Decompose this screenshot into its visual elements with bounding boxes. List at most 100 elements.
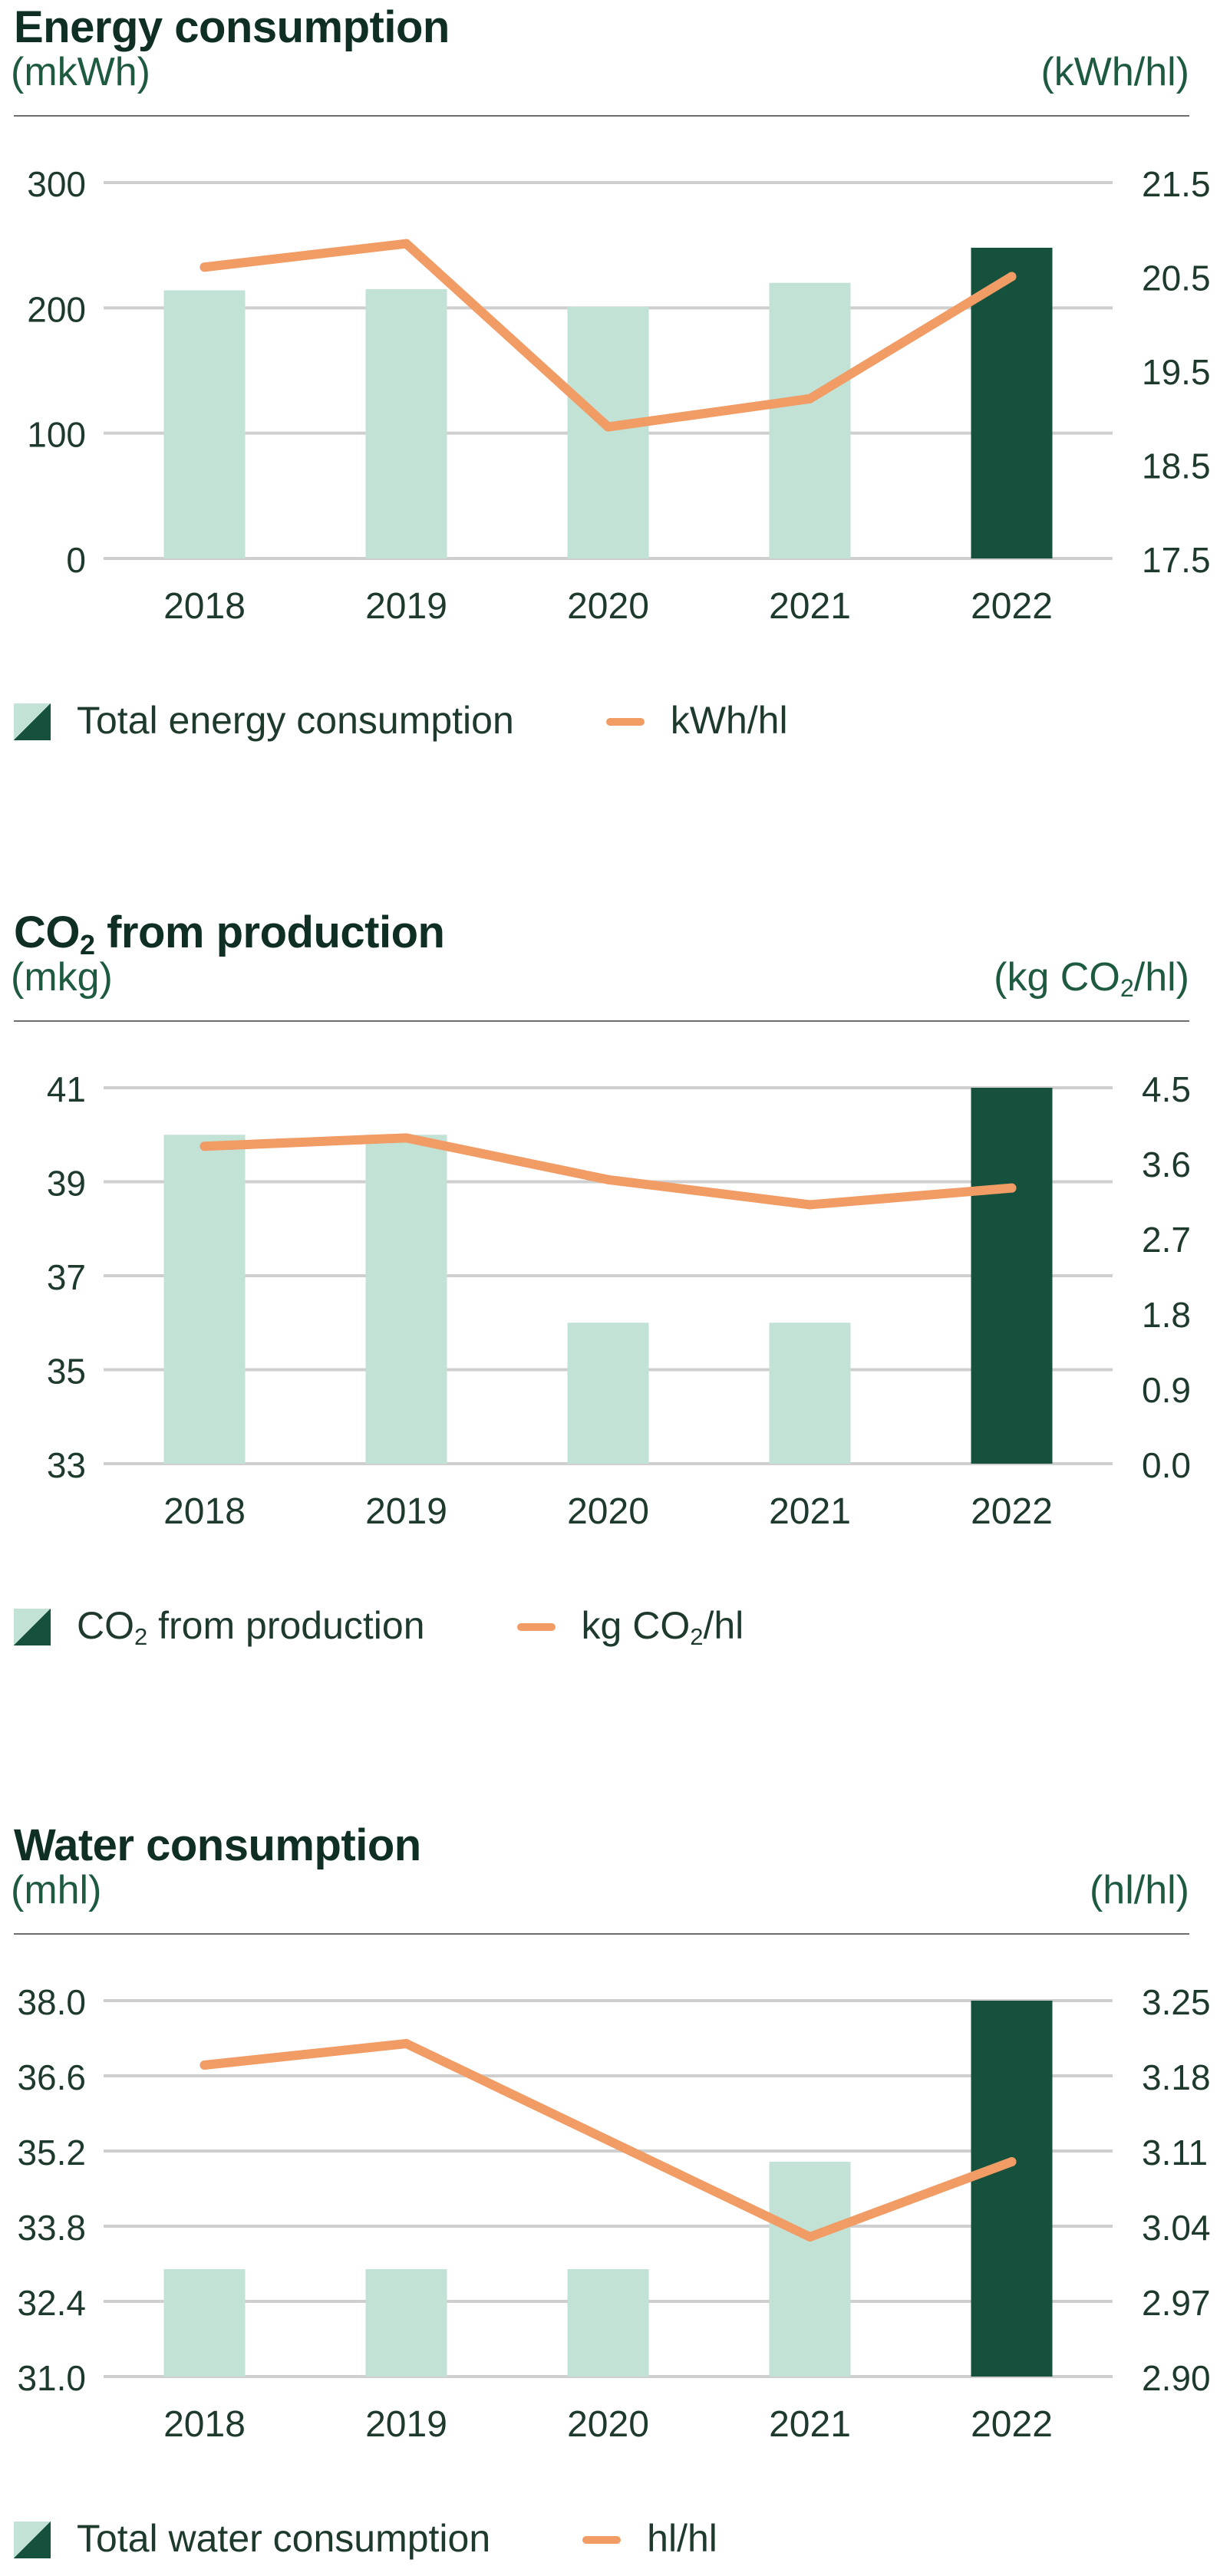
- y-tick-label-right: 4.5: [1142, 1069, 1191, 1109]
- chart-legend: Total water consumption hl/hl: [14, 2516, 717, 2564]
- legend-text: kWh/hl: [670, 699, 788, 742]
- bar-2021: [769, 1323, 851, 1464]
- line-series: [200, 1133, 1017, 1210]
- title-rest: from production: [94, 908, 445, 957]
- bar-2022: [971, 1088, 1053, 1464]
- legend-subscript: 2: [690, 1622, 704, 1650]
- legend-text: hl/hl: [647, 2517, 717, 2560]
- y-tick-label-right: 3.6: [1142, 1145, 1191, 1184]
- x-tick-label: 2021: [769, 586, 851, 627]
- line-point-2019: [401, 1133, 411, 1143]
- y-tick-label-left: 33: [47, 1445, 86, 1485]
- y-tick-label-left: 35.2: [17, 2133, 86, 2172]
- title-subscript: 2: [80, 928, 95, 960]
- x-tick-label: 2020: [567, 2404, 649, 2445]
- line-point-2020: [603, 2136, 613, 2145]
- line-point-2020: [603, 1174, 613, 1184]
- bar-2021: [769, 282, 851, 558]
- bar-2022: [971, 247, 1053, 558]
- legend-text: Total water consumption: [77, 2517, 491, 2560]
- line-point-2019: [401, 2039, 411, 2048]
- bar-2019: [365, 288, 447, 558]
- line-point-2022: [1007, 2157, 1017, 2166]
- bar-2018: [163, 290, 246, 558]
- title-text: Energy consumption: [14, 2, 450, 52]
- unit-text: (kg CO: [994, 955, 1120, 1000]
- energy-chart-plot: 300 200 100 0 21.5 20.5 19.5 18.5 17.5 2018 2019 20…: [27, 164, 1211, 627]
- y-tick-label-left: 37: [47, 1257, 86, 1297]
- header-rule: [14, 1020, 1189, 1022]
- bar-2020: [567, 1323, 649, 1464]
- unit-subscript: 2: [1120, 974, 1134, 1003]
- y-tick-label-left: 0: [66, 540, 86, 580]
- y-tick-label-left: 33.8: [17, 2208, 86, 2248]
- line-point-2018: [200, 262, 209, 272]
- bar-2018: [163, 2269, 246, 2377]
- energy-chart-title: Energy consumption: [14, 2, 450, 56]
- y-tick-label-left: 32.4: [17, 2283, 86, 2323]
- line-point-2021: [805, 1200, 815, 1210]
- header-rule: [14, 1933, 1189, 1935]
- water-chart-plot: 38.0 36.6 35.2 33.8 32.4 31.0 3.25 3.18 3.11 3.04…: [17, 1982, 1211, 2445]
- bar-2020: [567, 2269, 649, 2377]
- y-tick-label-left: 300: [27, 164, 86, 204]
- energy-chart-panel: Energy consumption (mkWh) (kWh/hl) 300 20…: [0, 0, 1230, 805]
- legend-text: Total energy consumption: [77, 699, 514, 742]
- legend-line-swatch: [582, 2535, 622, 2544]
- unit-text: (kWh/hl): [1040, 50, 1189, 94]
- legend-text: kg CO: [581, 1604, 691, 1647]
- water-chart-title: Water consumption: [14, 1820, 421, 1874]
- co2-chart-plot: 41 39 37 35 33 4.5 3.6 2.7 1.8 0.9 0.0 2018 2019 2020…: [47, 1069, 1191, 1532]
- y-tick-label-left: 39: [47, 1164, 86, 1204]
- y-tick-label-right: 2.97: [1142, 2283, 1211, 2323]
- chart-legend: CO2 from production kg CO2/hl: [14, 1603, 744, 1651]
- y-tick-label-right: 19.5: [1142, 352, 1211, 392]
- right-axis-unit: (kg CO2/hl): [994, 954, 1189, 1003]
- legend-line-swatch: [605, 717, 645, 726]
- unit-text-rest: /hl): [1133, 955, 1189, 1000]
- x-tick-label: 2021: [769, 1491, 851, 1532]
- x-tick-label: 2018: [163, 586, 246, 627]
- x-tick-label: 2020: [567, 586, 649, 627]
- right-axis-unit: (kWh/hl): [1040, 49, 1189, 97]
- legend-line-swatch: [516, 1622, 556, 1631]
- line-point-2019: [401, 239, 411, 249]
- legend-line-label: kWh/hl: [671, 698, 788, 746]
- legend-bar-swatch: [14, 1608, 51, 1645]
- y-tick-label-right: 20.5: [1142, 259, 1211, 298]
- legend-text-rest: from production: [147, 1604, 425, 1647]
- x-tick-label: 2021: [769, 2404, 851, 2445]
- x-tick-label: 2019: [365, 1491, 447, 1532]
- y-tick-label-right: 0.0: [1142, 1445, 1191, 1485]
- title-text: Water consumption: [14, 1820, 421, 1870]
- right-axis-unit: (hl/hl): [1090, 1867, 1189, 1916]
- bar-2021: [769, 2162, 851, 2377]
- legend-line-label: kg CO2/hl: [582, 1603, 744, 1651]
- chart-legend: Total energy consumption kWh/hl: [14, 698, 788, 746]
- water-chart-panel: Water consumption (mhl) (hl/hl) 38.0 36.6…: [0, 1818, 1230, 2576]
- x-tick-label: 2022: [971, 586, 1053, 627]
- y-tick-label-right: 3.18: [1142, 2057, 1211, 2097]
- y-tick-label-left: 38.0: [17, 1982, 86, 2022]
- left-axis-unit: (mhl): [11, 1868, 102, 1912]
- left-axis-unit: (mkWh): [11, 50, 150, 94]
- line-point-2021: [805, 2232, 815, 2242]
- legend-bar-label: Total water consumption: [77, 2516, 490, 2564]
- x-tick-label: 2020: [567, 1491, 649, 1532]
- y-tick-label-right: 3.04: [1142, 2208, 1211, 2248]
- y-tick-label-left: 31.0: [17, 2358, 86, 2398]
- x-tick-label: 2022: [971, 2404, 1053, 2445]
- line-point-2022: [1007, 272, 1017, 282]
- line-point-2018: [200, 1141, 209, 1151]
- legend-bar-label: CO2 from production: [77, 1603, 425, 1651]
- bar-2020: [567, 306, 649, 558]
- y-tick-label-right: 0.9: [1142, 1370, 1191, 1410]
- x-tick-label: 2018: [163, 1491, 246, 1532]
- line-point-2020: [603, 422, 613, 432]
- y-tick-label-right: 2.7: [1142, 1220, 1191, 1260]
- y-tick-label-right: 18.5: [1142, 446, 1211, 486]
- legend-bar-swatch: [14, 703, 51, 740]
- y-tick-label-right: 2.90: [1142, 2358, 1211, 2398]
- left-axis-unit: (mkg): [11, 955, 113, 1000]
- y-tick-label-right: 21.5: [1142, 164, 1211, 204]
